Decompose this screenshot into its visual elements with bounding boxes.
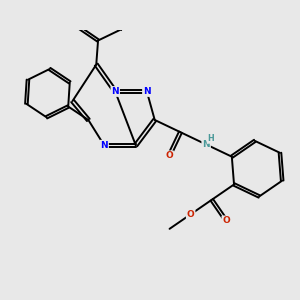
Text: O: O [187, 210, 194, 219]
Text: N: N [100, 141, 108, 150]
Text: N: N [143, 87, 151, 96]
Text: N: N [202, 140, 210, 149]
Text: H: H [207, 134, 214, 143]
Text: O: O [165, 151, 173, 160]
Text: O: O [222, 216, 230, 225]
Text: N: N [111, 87, 119, 96]
